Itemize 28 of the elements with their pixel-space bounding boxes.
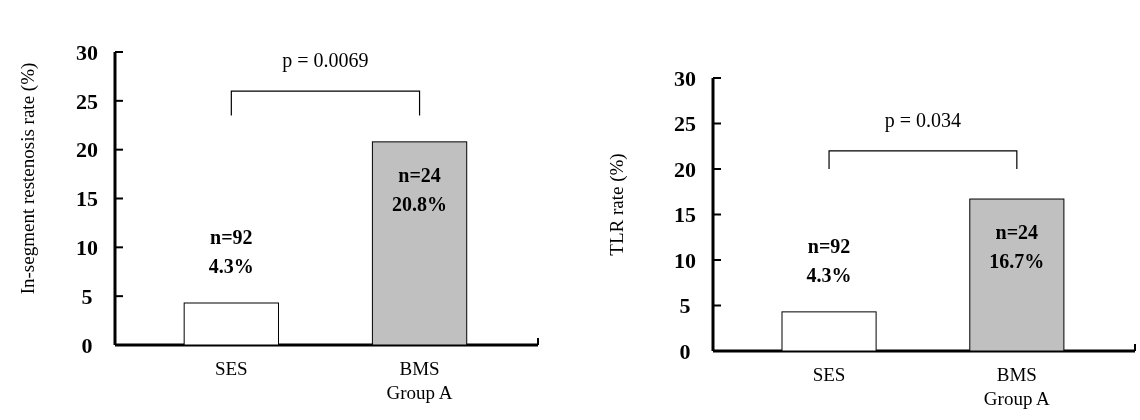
y-tick-label: 5 [679,293,691,319]
x-axis-title: Group A [983,388,1051,409]
x-tick-label: SES [214,358,248,379]
y-tick-label: 10 [674,247,696,273]
data-label: n=92 4.3% [208,226,254,277]
y-tick-label: 15 [76,186,98,212]
data-label: n=24 20.8% [392,163,448,215]
y-tick-label: 25 [674,111,696,137]
y-tick-label: 25 [76,88,98,114]
y-tick-label: 15 [674,202,696,228]
y-axis-title: In-segment restenosis rate (%) [17,62,39,295]
data-label: n=24 16.7% [989,221,1045,273]
x-tick-label: BMS [996,364,1037,385]
y-tick-label: 0 [81,332,93,358]
y-tick-label: 5 [81,283,93,309]
y-tick-label: 30 [76,39,98,65]
y-tick-label: 30 [674,65,696,91]
y-axis-title: TLR rate (%) [606,153,628,256]
x-axis-title: Group A [386,382,453,403]
y-tick-label: 20 [76,137,98,163]
annotation: p = 0.0069 [282,49,369,73]
y-tick-label: 10 [76,235,98,261]
y-tick-label: 0 [679,338,691,364]
x-tick-label: SES [812,364,846,385]
data-label: n=92 4.3% [806,234,852,286]
y-tick-label: 20 [674,156,696,182]
x-tick-label: BMS [399,358,440,379]
annotation: p = 0.034 [884,108,962,132]
